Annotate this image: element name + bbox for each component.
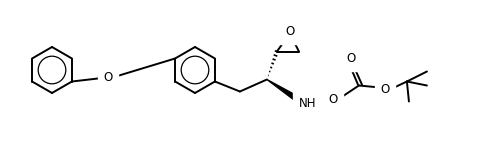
Text: O: O	[328, 93, 338, 106]
Text: O: O	[285, 25, 294, 38]
Text: O: O	[104, 71, 112, 84]
Text: O: O	[346, 52, 355, 65]
Polygon shape	[267, 80, 296, 100]
Text: NH: NH	[299, 97, 317, 110]
Text: O: O	[380, 83, 389, 96]
